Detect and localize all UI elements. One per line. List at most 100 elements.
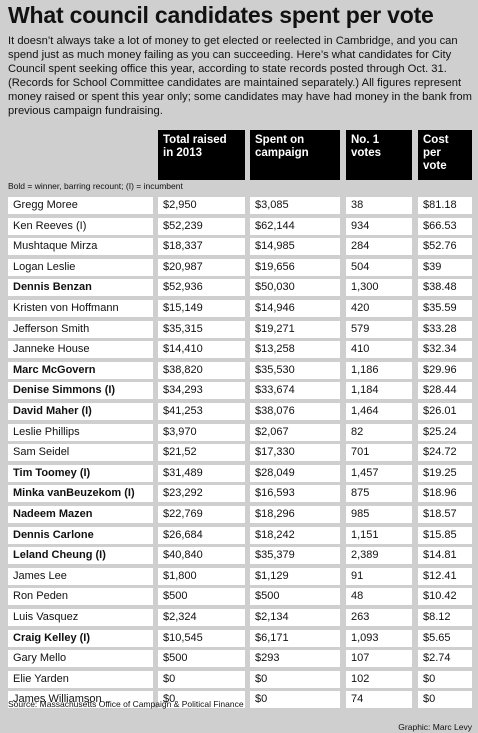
- total-raised: $1,800: [158, 567, 245, 585]
- cost-per-vote: $18.57: [418, 506, 472, 523]
- table-row: Minka vanBeuzekom (I) $23,292 $16,593 875 $1…: [8, 485, 472, 503]
- total-raised: $22,769: [158, 506, 245, 523]
- legend-note: Bold = winner, barring recount; (I) = in…: [8, 181, 183, 191]
- first-choice-votes: 74: [346, 691, 412, 709]
- total-raised: $2,950: [158, 197, 245, 214]
- table-row: David Maher (I) $41,253 $38,076 1,464 $26.01: [8, 403, 472, 420]
- table-row: Tim Toomey (I) $31,489 $28,049 1,457 $19.25: [8, 464, 472, 482]
- page-title: What council candidates spent per vote: [8, 2, 434, 28]
- candidate-name: Gary Mello: [8, 650, 153, 668]
- column-header-votes: No. 1 votes: [346, 130, 412, 180]
- table-row: Marc McGovern $38,820 $35,530 1,186 $29.96: [8, 361, 472, 379]
- table-row: Kristen von Hoffmann $15,149 $14,946 420 $35…: [8, 300, 472, 317]
- total-raised: $0: [158, 691, 245, 709]
- first-choice-votes: 410: [346, 341, 412, 359]
- source-note: Source: Massachusetts Office of Campaign…: [8, 699, 244, 709]
- table-row: Janneke House $14,410 $13,258 410 $32.34: [8, 341, 472, 359]
- graphic-credit: Graphic: Marc Levy: [398, 722, 472, 732]
- total-raised: $15,149: [158, 300, 245, 317]
- cost-per-vote: $32.34: [418, 341, 472, 359]
- first-choice-votes: 284: [346, 238, 412, 256]
- total-raised: $18,337: [158, 238, 245, 256]
- cost-per-vote: $39: [418, 258, 472, 276]
- table-row: Mushtaque Mirza $18,337 $14,985 284 $52.76: [8, 238, 472, 256]
- spent-on-campaign: $14,985: [250, 238, 340, 256]
- table-row: James Williamson $0 $0 74 $0: [8, 691, 472, 709]
- first-choice-votes: 504: [346, 258, 412, 276]
- first-choice-votes: 985: [346, 506, 412, 523]
- total-raised: $14,410: [158, 341, 245, 359]
- table-row: Ron Peden $500 $500 48 $10.42: [8, 588, 472, 606]
- total-raised: $38,820: [158, 361, 245, 379]
- spent-on-campaign: $0: [250, 691, 340, 709]
- candidate-name: Mushtaque Mirza: [8, 238, 153, 256]
- total-raised: $23,292: [158, 485, 245, 503]
- column-header-total-raised: Total raised in 2013: [158, 130, 245, 180]
- first-choice-votes: 1,186: [346, 361, 412, 379]
- spent-on-campaign: $35,379: [250, 547, 340, 565]
- total-raised: $52,239: [158, 217, 245, 235]
- candidate-name: Logan Leslie: [8, 258, 153, 276]
- table-row: Craig Kelley (I) $10,545 $6,171 1,093 $5.65: [8, 629, 472, 647]
- spent-on-campaign: $16,593: [250, 485, 340, 503]
- cost-per-vote: $33.28: [418, 320, 472, 338]
- cost-per-vote: $28.44: [418, 382, 472, 400]
- table-row: Gregg Moree $2,950 $3,085 38 $81.18: [8, 197, 472, 214]
- total-raised: $34,293: [158, 382, 245, 400]
- total-raised: $20,987: [158, 258, 245, 276]
- spent-on-campaign: $0: [250, 670, 340, 688]
- spent-on-campaign: $38,076: [250, 403, 340, 420]
- cost-per-vote: $19.25: [418, 464, 472, 482]
- candidate-name: Ron Peden: [8, 588, 153, 606]
- cost-per-vote: $25.24: [418, 423, 472, 441]
- table-row: Dennis Benzan $52,936 $50,030 1,300 $38.48: [8, 279, 472, 297]
- cost-per-vote: $12.41: [418, 567, 472, 585]
- spent-on-campaign: $500: [250, 588, 340, 606]
- total-raised: $35,315: [158, 320, 245, 338]
- cost-per-vote: $5.65: [418, 629, 472, 647]
- table-row: Ken Reeves (I) $52,239 $62,144 934 $66.53: [8, 217, 472, 235]
- cost-per-vote: $81.18: [418, 197, 472, 214]
- first-choice-votes: 82: [346, 423, 412, 441]
- first-choice-votes: 2,389: [346, 547, 412, 565]
- total-raised: $3,970: [158, 423, 245, 441]
- first-choice-votes: 107: [346, 650, 412, 668]
- candidate-name: Tim Toomey (I): [8, 464, 153, 482]
- spent-on-campaign: $62,144: [250, 217, 340, 235]
- table-row: Gary Mello $500 $293 107 $2.74: [8, 650, 472, 668]
- total-raised: $500: [158, 650, 245, 668]
- spent-on-campaign: $1,129: [250, 567, 340, 585]
- first-choice-votes: 934: [346, 217, 412, 235]
- candidate-name: Dennis Benzan: [8, 279, 153, 297]
- column-header-spent: Spent on campaign: [250, 130, 340, 180]
- candidate-name: Sam Seidel: [8, 444, 153, 462]
- table-row: Luis Vasquez $2,324 $2,134 263 $8.12: [8, 609, 472, 626]
- candidate-name: Janneke House: [8, 341, 153, 359]
- total-raised: $10,545: [158, 629, 245, 647]
- cost-per-vote: $0: [418, 691, 472, 709]
- first-choice-votes: 1,300: [346, 279, 412, 297]
- spent-on-campaign: $2,067: [250, 423, 340, 441]
- spent-on-campaign: $28,049: [250, 464, 340, 482]
- first-choice-votes: 1,464: [346, 403, 412, 420]
- spent-on-campaign: $33,674: [250, 382, 340, 400]
- table-row: Sam Seidel $21,52 $17,330 701 $24.72: [8, 444, 472, 462]
- first-choice-votes: 91: [346, 567, 412, 585]
- candidate-name: Craig Kelley (I): [8, 629, 153, 647]
- first-choice-votes: 875: [346, 485, 412, 503]
- candidate-name: Denise Simmons (I): [8, 382, 153, 400]
- spent-on-campaign: $19,656: [250, 258, 340, 276]
- first-choice-votes: 102: [346, 670, 412, 688]
- spent-on-campaign: $2,134: [250, 609, 340, 626]
- table-row: Denise Simmons (I) $34,293 $33,674 1,184 $28…: [8, 382, 472, 400]
- candidate-name: Marc McGovern: [8, 361, 153, 379]
- first-choice-votes: 701: [346, 444, 412, 462]
- total-raised: $500: [158, 588, 245, 606]
- first-choice-votes: 48: [346, 588, 412, 606]
- first-choice-votes: 1,093: [346, 629, 412, 647]
- candidate-name: Jefferson Smith: [8, 320, 153, 338]
- candidate-name: Leland Cheung (I): [8, 547, 153, 565]
- spent-on-campaign: $18,296: [250, 506, 340, 523]
- spent-on-campaign: $14,946: [250, 300, 340, 317]
- table-row: Nadeem Mazen $22,769 $18,296 985 $18.57: [8, 506, 472, 523]
